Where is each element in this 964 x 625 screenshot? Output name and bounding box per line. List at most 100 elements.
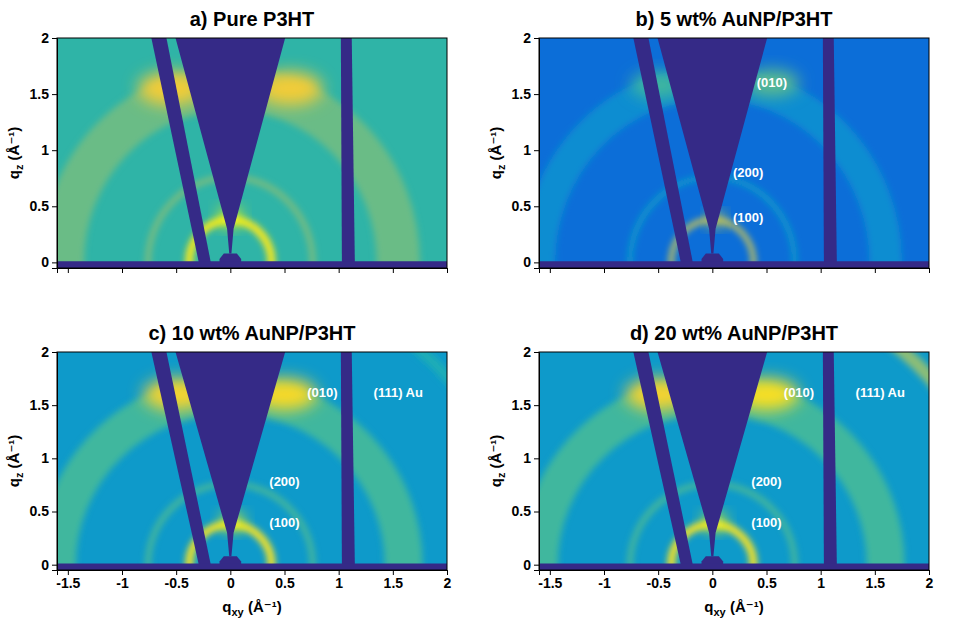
tick: 2 bbox=[523, 344, 539, 360]
tick bbox=[658, 268, 659, 273]
tick: 0.5 bbox=[275, 570, 295, 591]
tick-mark bbox=[52, 262, 57, 263]
tick bbox=[604, 268, 605, 273]
panel-title: a) Pure P3HT bbox=[190, 8, 314, 30]
tick-label: -0.5 bbox=[165, 575, 189, 591]
tick-label: -1 bbox=[116, 575, 129, 591]
tick-label: 0.5 bbox=[30, 503, 50, 519]
tick-label: 0 bbox=[41, 557, 49, 573]
tick bbox=[767, 268, 768, 273]
tick: 1 bbox=[817, 570, 825, 591]
plot-area bbox=[57, 38, 447, 268]
tick: -1.5 bbox=[56, 570, 80, 591]
detector-mask bbox=[57, 564, 447, 570]
tick-mark bbox=[285, 268, 286, 273]
tick: 0.5 bbox=[30, 503, 57, 519]
tick: 0 bbox=[709, 570, 717, 591]
peak-label: (010) bbox=[757, 75, 787, 90]
axis-line bbox=[534, 353, 540, 571]
y-axis-title: qz (Å⁻¹) bbox=[487, 435, 507, 488]
axis-line bbox=[534, 39, 540, 269]
peak-label: (010) bbox=[307, 385, 337, 400]
plot-frame bbox=[57, 38, 447, 268]
tick: 0 bbox=[227, 570, 235, 591]
tick: 2 bbox=[523, 30, 539, 46]
tick: 1 bbox=[41, 142, 57, 158]
panel: -1.5-1-0.500.511.5200.511.52d) 20 wt% Au… bbox=[423, 281, 964, 625]
tick bbox=[875, 268, 876, 273]
detector-mask bbox=[823, 352, 837, 570]
tick-label: 1.5 bbox=[30, 397, 50, 413]
tick: 0.5 bbox=[512, 198, 539, 214]
tick-label: 0.5 bbox=[275, 575, 295, 591]
panel: -1.5-1-0.500.511.5200.511.52c) 10 wt% Au… bbox=[0, 281, 520, 625]
tick: -1 bbox=[598, 570, 611, 591]
axis-line bbox=[52, 39, 58, 269]
tick-mark bbox=[52, 206, 57, 207]
tick: 2 bbox=[444, 570, 452, 591]
tick-label: 2 bbox=[926, 575, 934, 591]
tick-mark bbox=[534, 262, 539, 263]
tick-label: -1.5 bbox=[538, 575, 562, 591]
axis-line bbox=[52, 353, 58, 571]
axis-line bbox=[540, 269, 930, 274]
x-axis-title: qxy (Å⁻¹) bbox=[704, 598, 763, 618]
y-axis-title: qz (Å⁻¹) bbox=[5, 435, 25, 488]
tick-label: -0.5 bbox=[647, 575, 671, 591]
detector-mask bbox=[174, 38, 287, 253]
tick bbox=[176, 268, 177, 273]
tick-mark bbox=[52, 352, 57, 353]
peak-label: (200) bbox=[733, 165, 763, 180]
tick bbox=[550, 268, 551, 273]
tick: 2 bbox=[41, 344, 57, 360]
tick bbox=[447, 268, 448, 273]
tick-mark bbox=[767, 268, 768, 273]
detector-mask bbox=[823, 38, 837, 268]
y-axis-title: qz (Å⁻¹) bbox=[487, 127, 507, 180]
tick-mark bbox=[550, 268, 551, 273]
tick: 1.5 bbox=[30, 397, 57, 413]
tick-mark bbox=[875, 268, 876, 273]
tick-label: 0 bbox=[41, 254, 49, 270]
tick: 1 bbox=[41, 450, 57, 466]
tick: 1.5 bbox=[866, 570, 886, 591]
tick: 0 bbox=[41, 557, 57, 573]
detector-mask bbox=[57, 261, 447, 268]
tick: 1.5 bbox=[384, 570, 404, 591]
tick: 2 bbox=[41, 30, 57, 46]
plot-area bbox=[539, 38, 929, 268]
y-axis: 00.511.52 bbox=[512, 344, 540, 573]
tick-label: 0.5 bbox=[512, 198, 532, 214]
detector-mask bbox=[539, 564, 929, 570]
tick bbox=[230, 268, 231, 273]
tick-label: -1 bbox=[598, 575, 611, 591]
tick: 0 bbox=[41, 254, 57, 270]
tick-mark bbox=[534, 565, 539, 566]
tick-mark bbox=[604, 268, 605, 273]
tick-label: 0 bbox=[523, 557, 531, 573]
tick-mark bbox=[52, 512, 57, 513]
tick: -1 bbox=[116, 570, 129, 591]
x-axis: -1.5-1-0.500.511.52 bbox=[538, 570, 933, 591]
tick-label: 0.5 bbox=[30, 198, 50, 214]
tick-label: 2 bbox=[41, 344, 49, 360]
tick: 0.5 bbox=[30, 198, 57, 214]
tick-mark bbox=[52, 38, 57, 39]
tick-label: 1.5 bbox=[866, 575, 886, 591]
peak-label: (200) bbox=[269, 474, 299, 489]
detector-mask bbox=[656, 38, 769, 253]
tick-mark bbox=[447, 268, 448, 273]
tick-mark bbox=[534, 206, 539, 207]
tick-label: 1.5 bbox=[512, 86, 532, 102]
axis-line bbox=[58, 269, 448, 274]
tick-mark bbox=[534, 352, 539, 353]
tick-mark bbox=[176, 268, 177, 273]
tick-label: 2 bbox=[523, 30, 531, 46]
tick-mark bbox=[534, 94, 539, 95]
tick-label: 1 bbox=[41, 450, 49, 466]
plot-frame bbox=[539, 38, 929, 268]
x-axis bbox=[58, 268, 448, 273]
figure: 00.511.52a) Pure P3HTqz (Å⁻¹)00.511.52b)… bbox=[0, 0, 964, 625]
tick-mark bbox=[339, 268, 340, 273]
detector-mask bbox=[341, 38, 355, 268]
